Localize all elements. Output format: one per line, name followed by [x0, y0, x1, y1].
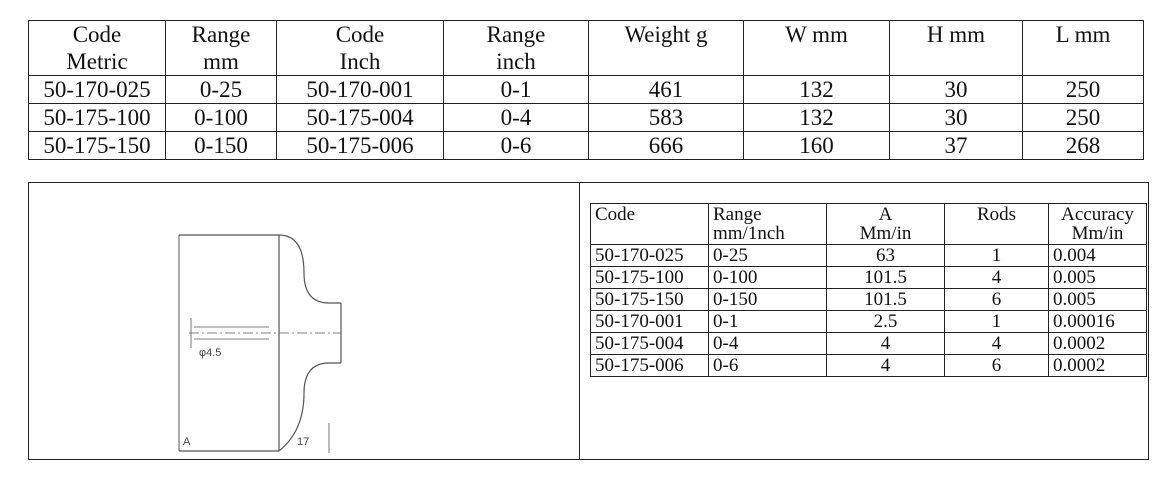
table-cell: 50-175-100 — [590, 266, 709, 289]
table-row: 50-175-004 0-4 4 4 0.0002 — [590, 332, 1147, 355]
header-cell — [588, 48, 744, 76]
table-row: 50-175-006 0-6 4 6 0.0002 — [590, 354, 1147, 377]
accuracy-spec-table: Code Range mm/1nch A Mm/in Rods Accuracy Mm… — [590, 203, 1147, 377]
table-row: 50-175-100 0-100 101.5 4 0.005 — [590, 266, 1147, 289]
table-cell: 0-150 — [165, 131, 277, 160]
table-cell: 0.00016 — [1048, 310, 1147, 333]
table-row: 50-170-001 0-1 2.5 1 0.00016 — [590, 310, 1147, 333]
table-cell: 50-170-001 — [590, 310, 709, 333]
header-cell: Metric — [28, 48, 166, 76]
table-cell: 132 — [743, 103, 890, 132]
table-cell: 37 — [889, 131, 1023, 160]
table-cell: 0-6 — [708, 354, 827, 377]
table-cell: 50-175-100 — [28, 103, 166, 132]
table-cell: 250 — [1022, 103, 1144, 132]
table-cell: 268 — [1022, 131, 1144, 160]
table-cell: 0-1 — [443, 75, 589, 104]
header-cell: mm — [165, 48, 277, 76]
table-cell: 4 — [826, 354, 945, 377]
table-cell: 0-150 — [708, 288, 827, 311]
spec-header-cell: Code — [590, 203, 709, 245]
table-cell: 160 — [743, 131, 890, 160]
table-cell: 50-175-004 — [276, 103, 444, 132]
header-cell: W mm — [743, 20, 890, 48]
table-cell: 0-100 — [708, 266, 827, 289]
table-cell: 63 — [826, 244, 945, 267]
technical-drawing: φ4.5 A 17 — [178, 234, 342, 453]
header-cell: inch — [443, 48, 589, 76]
table-row: 50-170-025 0-25 50-170-001 0-1 461 132 3… — [28, 75, 1144, 104]
table-cell: 30 — [889, 103, 1023, 132]
table-cell: 50-175-006 — [590, 354, 709, 377]
header-cell: H mm — [889, 20, 1023, 48]
table-cell: 0-1 — [708, 310, 827, 333]
spec-header-cell: Rods — [944, 203, 1049, 245]
diameter-label: φ4.5 — [199, 347, 221, 359]
header-cell: Inch — [276, 48, 444, 76]
table-cell: 0-25 — [165, 75, 277, 104]
table-cell: 50-170-001 — [276, 75, 444, 104]
table-cell: 250 — [1022, 75, 1144, 104]
header-cell: Weight g — [588, 20, 744, 48]
table-header-row: Code Range Code Range Weight g W mm H mm… — [28, 20, 1144, 48]
table-cell: 0-6 — [443, 131, 589, 160]
table-cell: 666 — [588, 131, 744, 160]
table-cell: 2.5 — [826, 310, 945, 333]
table-cell: 0-25 — [708, 244, 827, 267]
table-cell: 1 — [944, 244, 1049, 267]
table-row: 50-175-100 0-100 50-175-004 0-4 583 132 … — [28, 103, 1144, 132]
drawing-body-outline — [179, 234, 280, 452]
table-cell: 50-175-150 — [590, 288, 709, 311]
table-header-row: Metric mm Inch inch — [28, 48, 1144, 76]
table-cell: 6 — [944, 354, 1049, 377]
table-cell: 0.005 — [1048, 266, 1147, 289]
table-cell: 50-170-025 — [28, 75, 166, 104]
table-cell: 4 — [944, 266, 1049, 289]
table-cell: 4 — [826, 332, 945, 355]
table-row: 50-170-025 0-25 63 1 0.004 — [590, 244, 1147, 267]
table-row: 50-175-150 0-150 101.5 6 0.005 — [590, 288, 1147, 311]
table-cell: 50-175-006 — [276, 131, 444, 160]
table-cell: 0.0002 — [1048, 354, 1147, 377]
header-cell: L mm — [1022, 20, 1144, 48]
product-size-table: Code Range Code Range Weight g W mm H mm… — [28, 20, 1144, 160]
table-cell: 101.5 — [826, 266, 945, 289]
table-cell: 50-175-004 — [590, 332, 709, 355]
table-cell: 0-4 — [708, 332, 827, 355]
header-cell — [1022, 48, 1144, 76]
spec-header-cell: Range mm/1nch — [708, 203, 827, 245]
header-cell — [889, 48, 1023, 76]
drawing-head-curve — [278, 234, 342, 452]
header-cell: Code — [28, 20, 166, 48]
table-cell: 101.5 — [826, 288, 945, 311]
header-cell: Code — [276, 20, 444, 48]
table-cell: 1 — [944, 310, 1049, 333]
table-cell: 30 — [889, 75, 1023, 104]
table-cell: 132 — [743, 75, 890, 104]
dimension-a-label: A — [183, 436, 191, 448]
table-cell: 461 — [588, 75, 744, 104]
header-cell — [743, 48, 890, 76]
spec-header-cell: Accuracy Mm/in — [1048, 203, 1147, 245]
drawing-and-spec-panel: φ4.5 A 17 Code Range mm/1nch A Mm/in Rods … — [28, 182, 1149, 460]
table-cell: 0.0002 — [1048, 332, 1147, 355]
table-cell: 6 — [944, 288, 1049, 311]
table-cell: 583 — [588, 103, 744, 132]
header-cell: Range — [165, 20, 277, 48]
table-cell: 0.004 — [1048, 244, 1147, 267]
table-cell: 50-170-025 — [590, 244, 709, 267]
spec-header-cell: A Mm/in — [826, 203, 945, 245]
table-cell: 0.005 — [1048, 288, 1147, 311]
table-cell: 0-4 — [443, 103, 589, 132]
header-cell: Range — [443, 20, 589, 48]
dimension-17-label: 17 — [297, 436, 309, 448]
table-cell: 0-100 — [165, 103, 277, 132]
table-cell: 4 — [944, 332, 1049, 355]
table-row: 50-175-150 0-150 50-175-006 0-6 666 160 … — [28, 131, 1144, 160]
spec-header-row: Code Range mm/1nch A Mm/in Rods Accuracy Mm… — [590, 203, 1147, 245]
table-cell: 50-175-150 — [28, 131, 166, 160]
panel-divider — [579, 183, 580, 459]
